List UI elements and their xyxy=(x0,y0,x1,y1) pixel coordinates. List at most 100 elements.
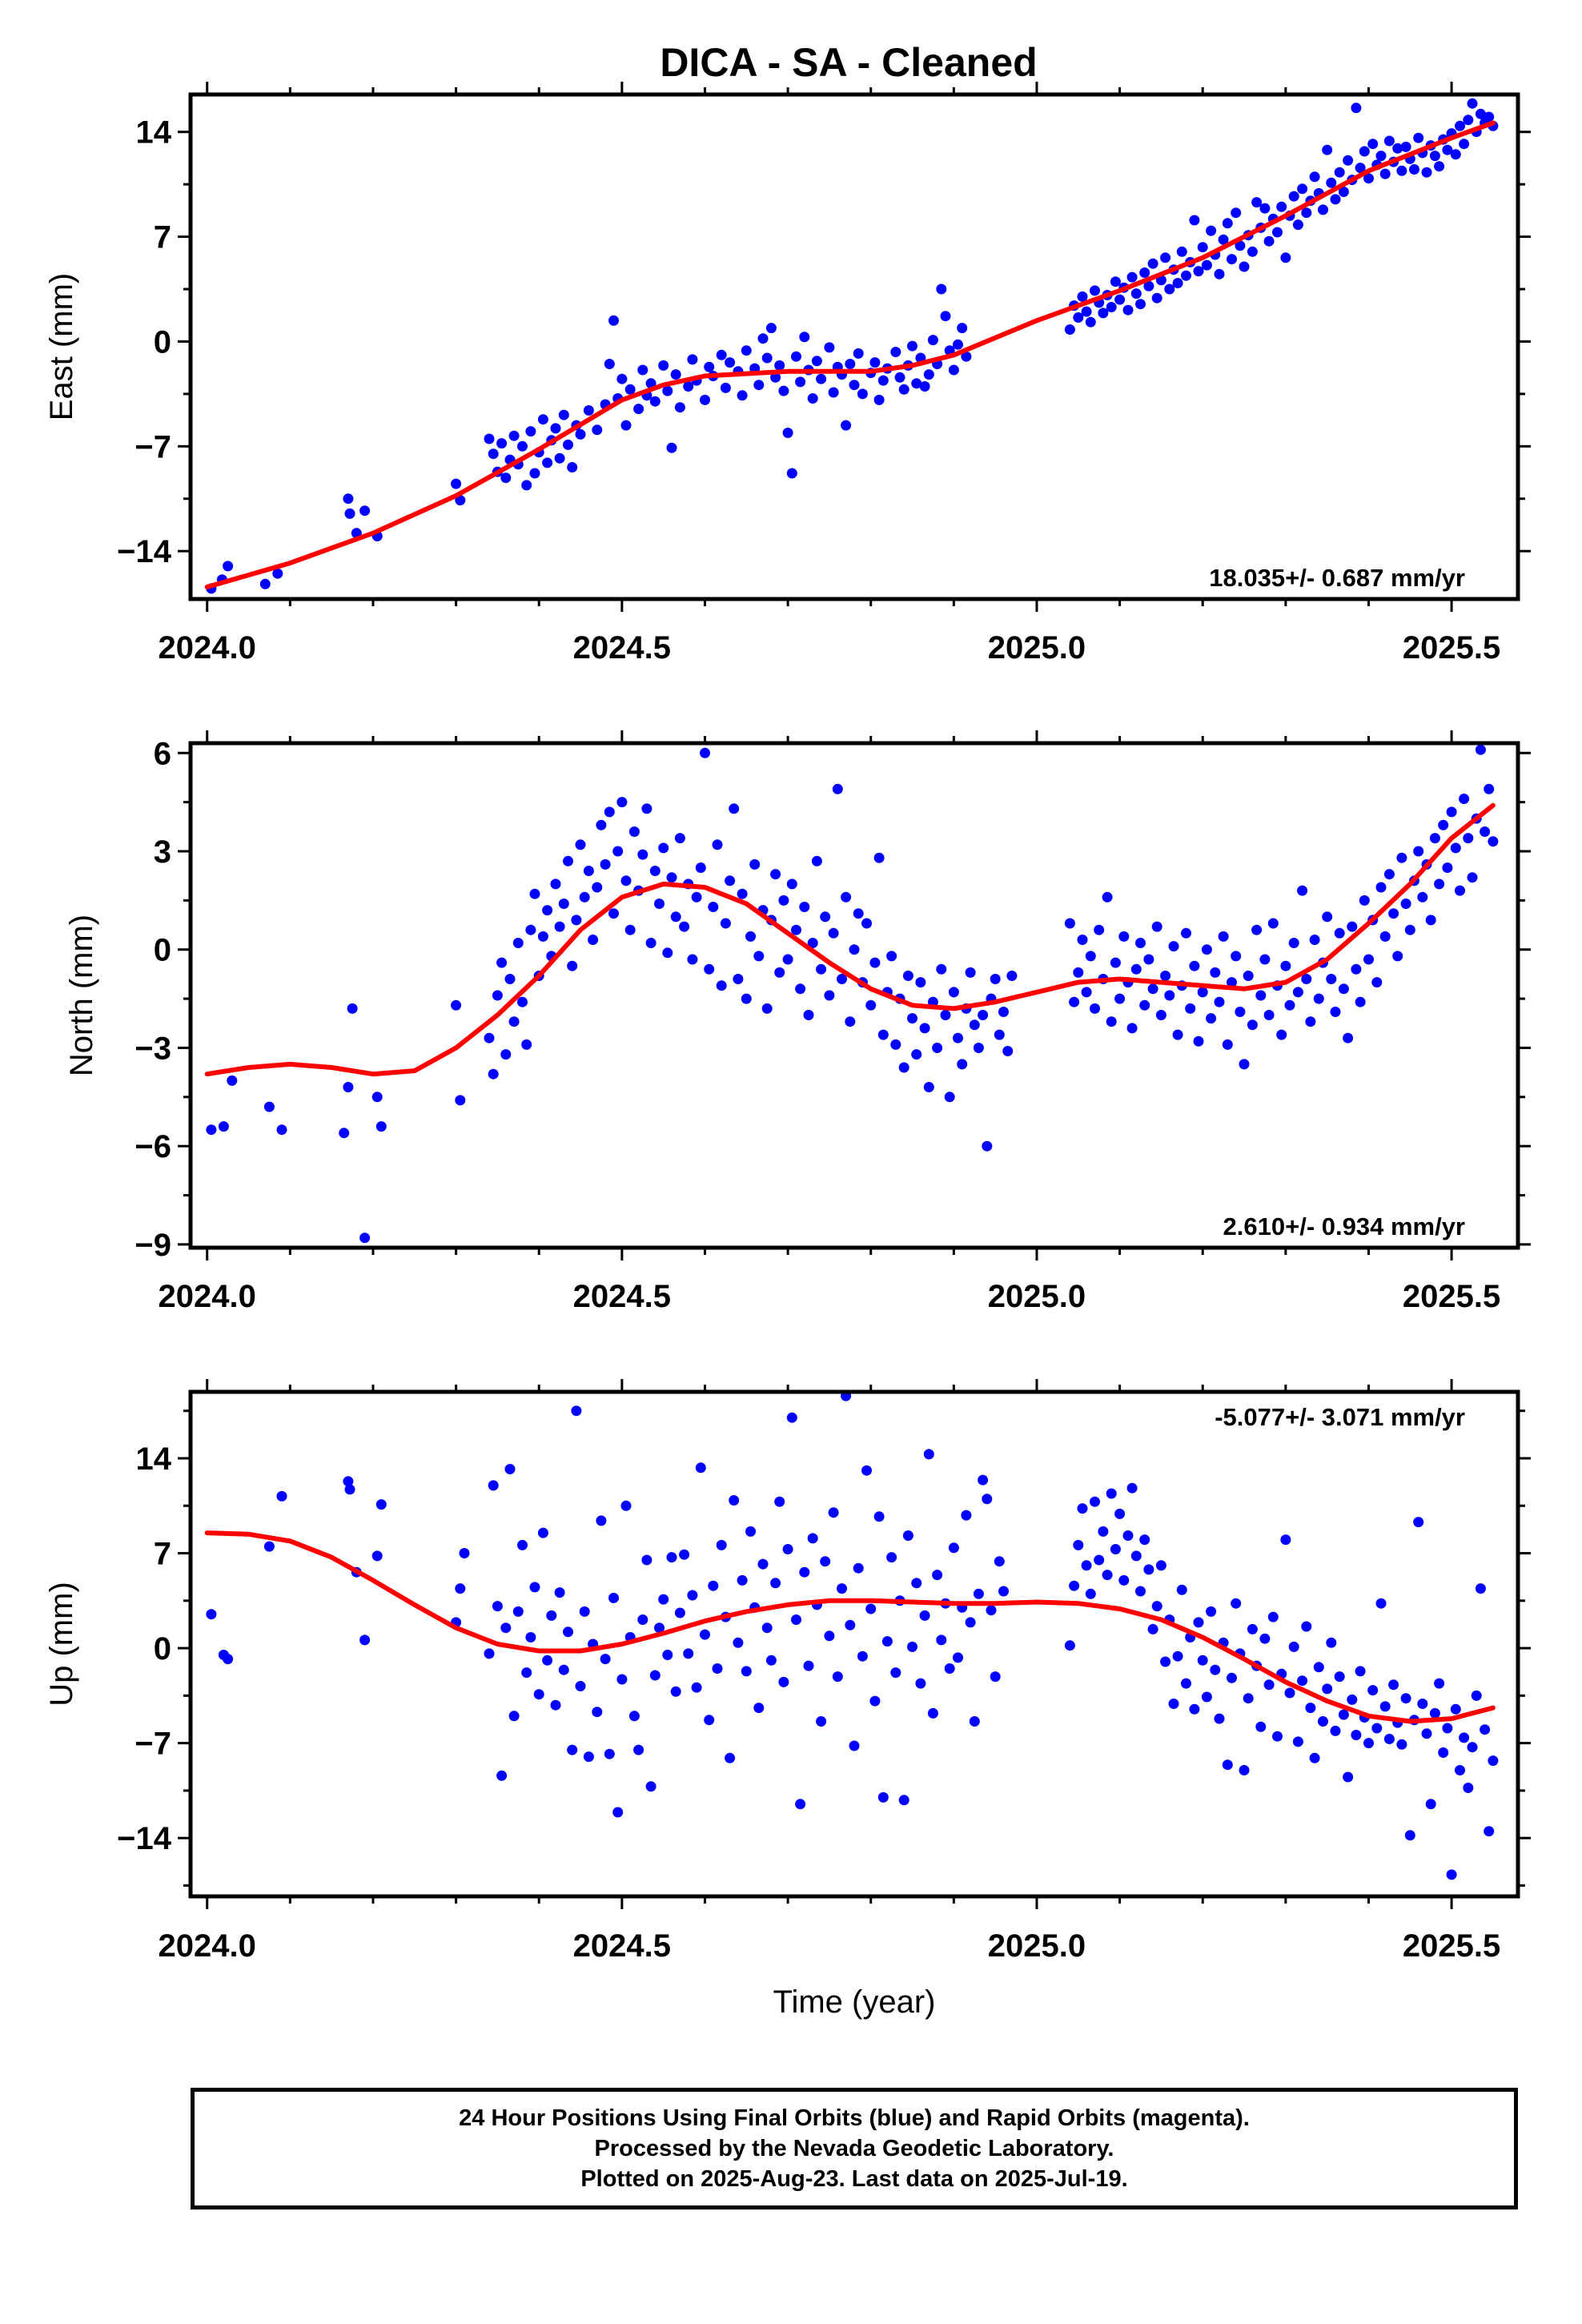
data-point xyxy=(1206,1606,1217,1617)
data-point xyxy=(1151,921,1162,932)
data-point xyxy=(624,384,636,395)
data-point xyxy=(259,578,271,589)
data-point xyxy=(1130,963,1142,975)
data-point xyxy=(679,921,690,932)
data-point xyxy=(907,1013,917,1024)
data-point xyxy=(1338,983,1349,995)
data-point xyxy=(1073,312,1084,323)
data-points-north xyxy=(206,744,1499,1244)
data-point xyxy=(695,1462,706,1474)
data-point xyxy=(1292,219,1303,231)
data-point xyxy=(1375,151,1387,162)
data-point xyxy=(1210,1664,1221,1675)
data-point xyxy=(504,974,516,984)
data-point xyxy=(500,1049,512,1060)
data-point xyxy=(1284,999,1295,1011)
data-point xyxy=(616,373,628,384)
data-point xyxy=(873,1511,885,1522)
data-point xyxy=(761,1003,773,1014)
data-point xyxy=(1064,1640,1075,1651)
data-point xyxy=(517,440,528,452)
data-point xyxy=(575,839,586,850)
data-point xyxy=(1126,271,1138,283)
data-point xyxy=(1392,951,1403,962)
data-point xyxy=(641,1554,652,1566)
data-point xyxy=(936,283,947,295)
data-point xyxy=(919,1610,930,1621)
data-point xyxy=(1073,967,1084,978)
data-point xyxy=(861,918,872,929)
data-point xyxy=(575,1681,586,1691)
data-point xyxy=(1450,842,1461,854)
data-point xyxy=(637,1614,648,1625)
data-point xyxy=(927,1707,938,1719)
data-point xyxy=(745,1526,756,1537)
footer-line-3: Plotted on 2025-Aug-23. Last data on 202… xyxy=(580,2166,1128,2192)
data-point xyxy=(620,875,632,887)
data-point xyxy=(517,1539,528,1550)
data-point xyxy=(737,390,748,401)
data-point xyxy=(276,1490,287,1502)
data-point xyxy=(861,1465,872,1476)
data-point xyxy=(1181,927,1191,939)
data-point xyxy=(948,987,959,998)
y-axis-label-east: East (mm) xyxy=(44,273,79,420)
data-point xyxy=(1193,266,1204,277)
data-point xyxy=(1094,924,1105,935)
data-point xyxy=(803,1010,814,1020)
data-point xyxy=(982,1140,993,1152)
data-point xyxy=(1459,1732,1470,1743)
data-point xyxy=(263,1101,275,1112)
data-point xyxy=(347,1003,358,1014)
data-point xyxy=(1347,921,1358,932)
data-point xyxy=(919,1023,930,1034)
x-tick-label: 2024.5 xyxy=(573,1279,671,1314)
data-point xyxy=(628,1711,640,1722)
data-point xyxy=(1263,235,1275,247)
data-point xyxy=(990,1671,1001,1683)
data-point xyxy=(700,747,710,758)
data-point xyxy=(923,1449,934,1460)
data-point xyxy=(737,888,748,899)
data-point xyxy=(923,1082,934,1092)
data-point xyxy=(1288,1641,1299,1652)
data-point xyxy=(1459,139,1470,150)
data-point xyxy=(508,1016,520,1027)
data-point xyxy=(853,1562,864,1574)
data-point xyxy=(1334,927,1345,939)
data-points-east xyxy=(206,98,1499,594)
data-point xyxy=(936,963,947,975)
data-point xyxy=(782,1544,793,1554)
data-point xyxy=(791,351,801,362)
data-point xyxy=(592,1707,603,1718)
data-point xyxy=(1343,1771,1354,1783)
data-point xyxy=(517,996,528,1007)
data-point xyxy=(745,931,756,942)
data-point xyxy=(554,452,565,464)
data-point xyxy=(828,1507,839,1518)
data-point xyxy=(1379,931,1391,942)
data-point xyxy=(1284,1687,1295,1699)
data-point xyxy=(1077,291,1088,302)
data-point xyxy=(344,508,355,519)
y-tick-label: 14 xyxy=(136,1441,172,1477)
data-point xyxy=(865,1603,877,1614)
data-point xyxy=(770,1578,781,1589)
data-point xyxy=(936,1634,947,1646)
data-point xyxy=(359,505,371,517)
data-point xyxy=(654,899,665,909)
data-point xyxy=(1480,826,1491,837)
data-point xyxy=(741,1666,752,1677)
data-point xyxy=(907,340,917,352)
data-point xyxy=(973,1588,984,1599)
data-points-up xyxy=(206,1392,1499,1880)
data-point xyxy=(1396,165,1407,176)
data-point xyxy=(633,1744,644,1755)
data-point xyxy=(761,1622,773,1634)
data-point xyxy=(343,1476,354,1487)
data-point xyxy=(1151,1601,1162,1612)
data-point xyxy=(1326,177,1337,188)
data-point xyxy=(1135,1586,1146,1597)
data-point xyxy=(1155,1560,1166,1571)
data-point xyxy=(1301,207,1312,219)
